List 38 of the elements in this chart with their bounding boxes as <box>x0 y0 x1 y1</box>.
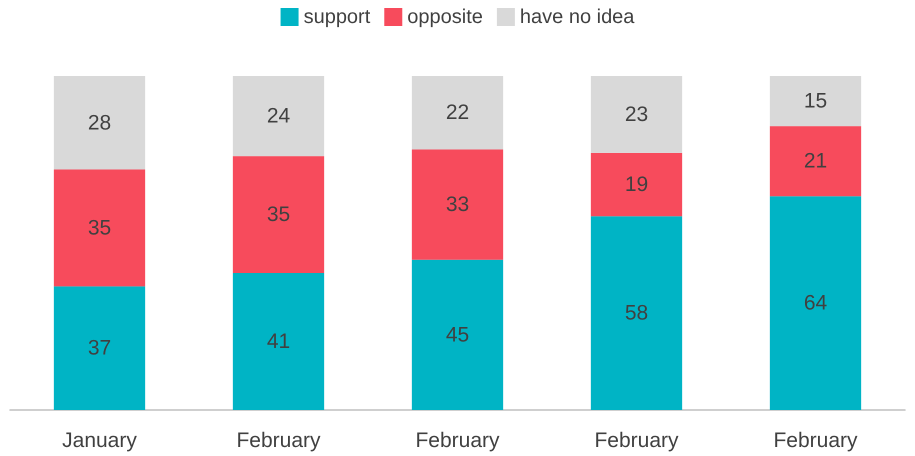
x-tick-label: January <box>62 429 138 452</box>
bar <box>412 76 504 150</box>
legend-label: support <box>304 6 371 28</box>
data-label: 37 <box>88 336 112 360</box>
data-label: 23 <box>624 102 648 126</box>
data-label: 28 <box>88 111 112 134</box>
data-label: 41 <box>266 330 290 354</box>
data-label: 35 <box>266 203 290 226</box>
bar <box>232 273 324 410</box>
bar <box>412 260 504 410</box>
data-label: 22 <box>446 101 470 124</box>
x-tick-label: February <box>415 429 500 452</box>
data-label: 24 <box>266 104 290 128</box>
legend-label: have no idea <box>520 6 636 28</box>
data-label: 19 <box>624 173 648 196</box>
data-label: 33 <box>446 193 470 216</box>
bar <box>54 286 146 410</box>
bar <box>232 156 324 274</box>
x-tick-label: February <box>594 429 680 452</box>
x-tick-label: February <box>773 429 858 452</box>
data-label: 21 <box>804 150 828 173</box>
x-tick-label: February <box>236 429 322 452</box>
bar <box>54 170 146 286</box>
bar <box>590 76 682 153</box>
bar <box>770 76 862 126</box>
data-label: 45 <box>446 323 470 346</box>
bar <box>770 126 862 196</box>
bar <box>590 216 682 410</box>
data-label: 64 <box>804 292 828 315</box>
legend-label: opposite <box>407 6 483 28</box>
bar <box>412 149 504 260</box>
bar <box>232 76 324 156</box>
data-label: 58 <box>624 302 648 325</box>
bar <box>770 196 862 410</box>
bar <box>54 76 146 170</box>
data-label: 15 <box>804 90 828 113</box>
bar <box>590 152 682 216</box>
data-label: 35 <box>88 216 112 240</box>
